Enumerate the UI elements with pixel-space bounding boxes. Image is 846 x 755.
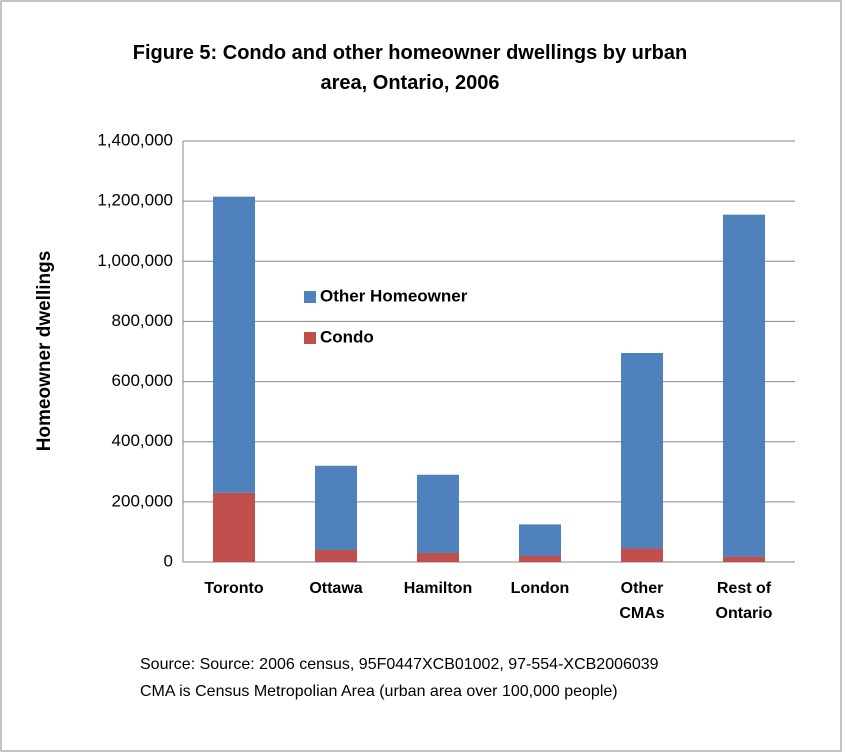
x-tick-label: Toronto <box>204 580 263 597</box>
legend-label: Other Homeowner <box>320 286 468 305</box>
y-axis-label: Homeowner dwellings <box>34 251 55 452</box>
bar-segment <box>213 492 255 562</box>
y-tick-label: 800,000 <box>112 311 173 330</box>
x-tick-label: Hamilton <box>404 580 472 597</box>
bar-segment <box>519 555 561 562</box>
x-tick-label: London <box>511 580 570 597</box>
x-tick-label: Ontario <box>716 605 773 622</box>
x-tick-label: Other <box>621 580 664 597</box>
source-note: Source: Source: 2006 census, 95F0447XCB0… <box>140 656 659 673</box>
legend-label: Condo <box>320 327 374 346</box>
x-tick-label: CMAs <box>619 605 664 622</box>
y-tick-label: 0 <box>164 551 173 570</box>
x-tick-label: Ottawa <box>309 580 362 597</box>
bar-segment <box>519 524 561 556</box>
bar-segment <box>723 556 765 562</box>
y-tick-label: 1,000,000 <box>97 251 173 270</box>
bar-segment <box>315 465 357 550</box>
bar-segment <box>723 214 765 557</box>
y-tick-label: 1,200,000 <box>97 191 173 210</box>
legend-swatch <box>304 332 316 344</box>
y-tick-label: 1,400,000 <box>97 130 173 149</box>
y-tick-label: 600,000 <box>112 371 173 390</box>
x-tick-label: Rest of <box>717 580 772 597</box>
legend-swatch <box>304 291 316 303</box>
bar-segment <box>315 549 357 562</box>
bar-segment <box>621 353 663 549</box>
chart-title: Figure 5: Condo and other homeowner dwel… <box>132 42 688 94</box>
cma-note: CMA is Census Metropolian Area (urban ar… <box>140 683 618 700</box>
y-tick-label: 200,000 <box>112 491 173 510</box>
y-tick-label: 400,000 <box>112 431 173 450</box>
bar-segment <box>417 474 459 553</box>
bar-segment <box>213 196 255 493</box>
bar-segment <box>621 548 663 562</box>
bar-segment <box>417 552 459 562</box>
